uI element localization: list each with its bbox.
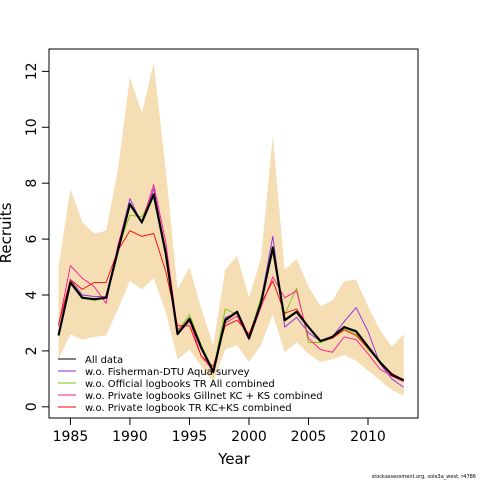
x-tick-label: 1995 <box>172 429 208 445</box>
x-tick-label: 1985 <box>53 429 89 445</box>
x-tick-label: 1990 <box>112 429 148 445</box>
legend-label-4: w.o. Private logbook TR KC+KS combined <box>85 403 292 414</box>
y-axis-title: Recruits <box>0 202 15 263</box>
y-tick-label: 12 <box>24 62 40 80</box>
legend-label-3: w.o. Private logbooks Gillnet KC + KS co… <box>85 391 323 402</box>
y-tick-label: 2 <box>24 346 40 355</box>
x-axis: 1985 1990 1995 2000 2005 2010 <box>53 417 386 445</box>
y-tick-label: 6 <box>24 235 40 244</box>
confidence-band <box>58 63 404 396</box>
legend-label-2: w.o. Official logbooks TR All combined <box>85 379 275 390</box>
x-axis-title: Year <box>217 450 251 468</box>
x-tick-label: 2010 <box>350 429 386 445</box>
y-tick-label: 0 <box>24 402 40 411</box>
footer-credit: stockassessment.org, sole3a_west, r4786 <box>372 474 476 480</box>
legend-label-0: All data <box>85 355 123 366</box>
y-tick-label: 8 <box>24 179 40 188</box>
y-tick-label: 4 <box>24 290 40 299</box>
confidence-band-layer <box>58 63 404 396</box>
series-line-0 <box>57 193 405 382</box>
legend-label-1: w.o. Fisherman-DTU Aqua survey <box>85 367 250 378</box>
x-tick-label: 2005 <box>291 429 327 445</box>
y-tick-label: 10 <box>24 118 40 136</box>
x-tick-label: 2000 <box>231 429 267 445</box>
series-lines-layer <box>57 184 405 388</box>
y-axis: 0 2 4 6 8 10 12 <box>24 62 50 411</box>
